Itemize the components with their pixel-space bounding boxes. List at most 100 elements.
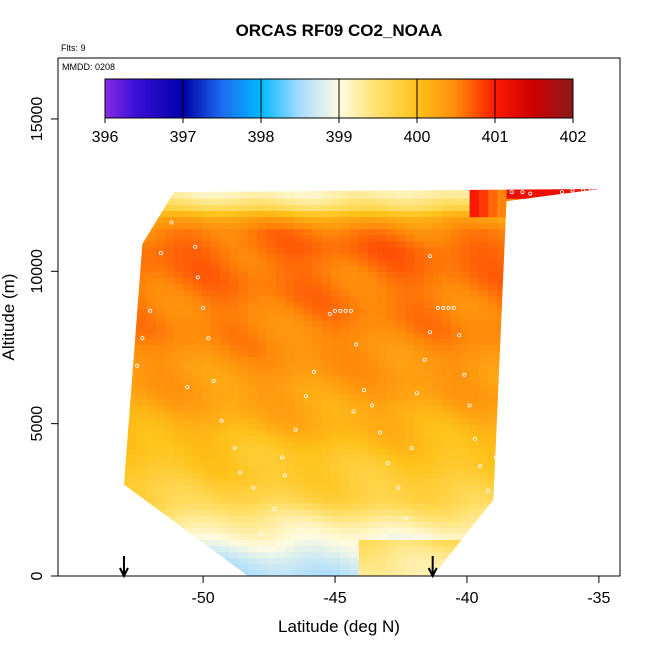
heatmap-cell [368, 368, 378, 376]
heatmap-cell [580, 393, 591, 400]
heatmap-cell [358, 332, 369, 339]
heatmap-cell [321, 210, 332, 218]
heatmap-cell [562, 326, 572, 333]
heatmap-cell [155, 545, 166, 553]
heatmap-cell [432, 307, 443, 315]
heatmap-cell [155, 362, 166, 370]
heatmap-cell [515, 429, 526, 437]
heatmap-cell [580, 265, 591, 272]
heatmap-cell [211, 551, 221, 559]
heatmap-cell [405, 460, 415, 467]
heatmap-cell [460, 563, 471, 571]
heatmap-cell [183, 356, 194, 364]
heatmap-cell [580, 307, 591, 315]
heatmap-cell [562, 527, 572, 534]
heatmap-cell [248, 551, 258, 559]
heatmap-cell [497, 228, 508, 236]
heatmap-cell [312, 222, 323, 230]
heatmap-cell [321, 246, 332, 254]
heatmap-cell [146, 393, 157, 400]
heatmap-cell [146, 387, 157, 394]
heatmap-cell [414, 210, 424, 218]
heatmap-cell [358, 441, 369, 449]
heatmap-cell [571, 356, 581, 364]
heatmap-cell [275, 204, 286, 211]
heatmap-cell [543, 332, 554, 339]
heatmap-cell [478, 417, 489, 425]
heatmap-cell [589, 253, 599, 260]
heatmap-cell [506, 228, 517, 236]
heatmap-cell [266, 545, 277, 553]
heatmap-cell [478, 259, 489, 266]
heatmap-cell [358, 192, 369, 199]
heatmap-cell [164, 509, 175, 516]
heatmap-cell [284, 484, 295, 492]
heatmap-cell [368, 545, 378, 553]
heatmap-cell [238, 301, 249, 309]
heatmap-cell [478, 210, 489, 218]
heatmap-cell [515, 234, 526, 242]
heatmap-cell [303, 387, 314, 394]
heatmap-cell [137, 265, 147, 272]
heatmap-cell [229, 289, 240, 297]
heatmap-cell [303, 234, 314, 242]
y-tick-label: 10000 [29, 249, 46, 294]
heatmap-cell [220, 405, 231, 413]
heatmap-cell [275, 460, 286, 467]
heatmap-cell [368, 362, 378, 370]
sample-point [348, 308, 353, 313]
heatmap-cell [451, 454, 461, 461]
heatmap-cell [257, 448, 267, 455]
heatmap-cell [127, 240, 138, 248]
heatmap-cell [340, 356, 351, 364]
heatmap-cell [543, 307, 554, 315]
heatmap-cell [441, 198, 452, 205]
heatmap-cell [423, 314, 434, 321]
heatmap-cell [321, 545, 332, 553]
heatmap-cell [460, 234, 471, 242]
heatmap-cell [229, 509, 240, 516]
heatmap-cell [525, 496, 535, 504]
heatmap-cell [303, 338, 314, 345]
heatmap-cell [220, 326, 231, 333]
heatmap-cell [349, 222, 360, 230]
heatmap-cell [405, 189, 415, 193]
heatmap-cell [423, 356, 434, 364]
heatmap-cell [534, 368, 544, 376]
heatmap-cell [552, 423, 563, 431]
heatmap-cell [211, 277, 221, 285]
heatmap-cell [229, 472, 240, 480]
heatmap-cell [146, 234, 157, 242]
heatmap-cell [137, 362, 147, 370]
heatmap-cell [469, 362, 480, 370]
heatmap-cell [266, 472, 277, 480]
heatmap-cell [238, 454, 249, 461]
heatmap-cell [146, 399, 157, 406]
heatmap-cell [303, 240, 314, 248]
heatmap-cell [515, 332, 526, 339]
heatmap-cell [183, 423, 194, 431]
heatmap-cell [331, 569, 341, 576]
heatmap-cell [220, 454, 231, 461]
heatmap-cell [124, 496, 129, 504]
heatmap-cell [358, 435, 369, 443]
heatmap-cell [220, 283, 231, 291]
heatmap-cell [284, 405, 295, 413]
heatmap-cell [284, 527, 295, 534]
sample-point [135, 363, 140, 368]
heatmap-cell [405, 466, 415, 473]
heatmap-cell [137, 277, 147, 285]
heatmap-cell [211, 253, 221, 260]
heatmap-cell [238, 387, 249, 394]
heatmap-cell [220, 192, 231, 199]
heatmap-cell [275, 502, 286, 510]
heatmap-cell [312, 350, 323, 358]
heatmap-cell [257, 332, 267, 339]
heatmap-cell [386, 448, 397, 455]
heatmap-cell [552, 338, 563, 345]
heatmap-cell [441, 253, 452, 260]
heatmap-cell [358, 509, 369, 516]
heatmap-cell [284, 216, 295, 224]
heatmap-cell [238, 484, 249, 492]
heatmap-cell [146, 338, 157, 345]
